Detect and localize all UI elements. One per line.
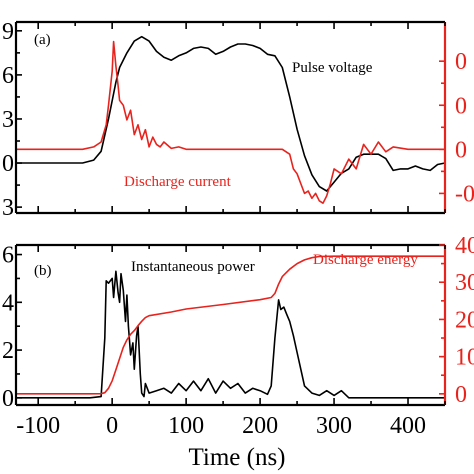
x-tick-label: 0: [106, 413, 118, 439]
discharge-energy-annotation: Discharge energy: [313, 252, 418, 268]
left-tick-label: 0: [2, 386, 14, 412]
right-tick-label: 0: [455, 93, 467, 119]
right-tick-label: 0: [455, 382, 467, 408]
left-tick-label: 6: [2, 243, 14, 269]
right-tick-label: 30: [455, 270, 474, 296]
right-tick-label: -0: [455, 181, 474, 207]
right-tick-label: 0: [455, 49, 467, 75]
pulse-voltage-annotation: Pulse voltage: [292, 60, 373, 76]
panel-b-label: (b): [34, 263, 52, 279]
left-tick-label: 3: [2, 107, 14, 133]
left-tick-label: 6: [2, 63, 14, 89]
left-tick-label: 0: [2, 151, 14, 177]
left-tick-label: 3: [2, 195, 14, 221]
x-tick-label: 300: [316, 413, 352, 439]
right-tick-label: 40: [455, 233, 474, 259]
right-tick-label: 20: [455, 307, 474, 333]
x-tick-label: 400: [390, 413, 426, 439]
left-tick-label: 9: [2, 19, 14, 45]
left-tick-label: 4: [2, 290, 14, 316]
panel-a-label: (a): [34, 32, 51, 48]
x-axis-title: Time (ns): [188, 444, 285, 471]
right-tick-label: 10: [455, 345, 474, 371]
series-discharge-energy-line: [16, 255, 445, 395]
instantaneous-power-annotation: Instantaneous power: [131, 259, 255, 275]
x-tick-label: 200: [242, 413, 278, 439]
series-instantaneous-power-line: [16, 270, 445, 399]
left-tick-label: 2: [2, 338, 14, 364]
x-tick-label: 100: [168, 413, 204, 439]
x-tick-label: -100: [16, 413, 60, 439]
right-tick-label: 0: [455, 137, 467, 163]
series-pulse-voltage-line: [16, 35, 446, 192]
discharge-current-annotation: Discharge current: [124, 174, 232, 190]
series-discharge-current-line: [16, 40, 445, 204]
panel-a-plot: 9 6 3 0 3 0 0 0 -0: [2, 19, 474, 221]
